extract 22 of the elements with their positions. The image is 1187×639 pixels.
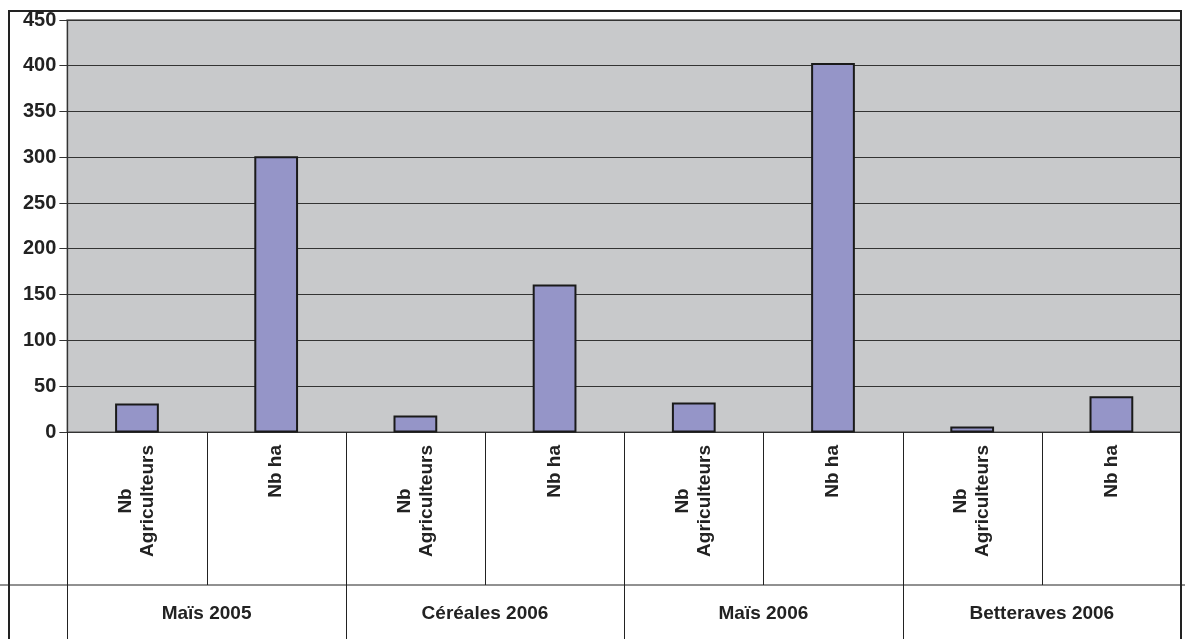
x-tick-label: Nb Agriculteurs <box>114 445 158 557</box>
y-tick-label: 100 <box>22 327 57 350</box>
x-tick-label: Nb Agriculteurs <box>949 445 993 557</box>
x-tick-label: Nb ha <box>821 444 843 498</box>
x-tick-label: Nb ha <box>542 444 564 498</box>
text: Maïs 2006 <box>718 602 809 624</box>
text: Céréales 2006 <box>421 602 549 624</box>
y-tick-label: 0 <box>45 419 57 442</box>
text: Maïs 2005 <box>161 602 252 624</box>
x-tick-label: Nb ha <box>264 444 286 498</box>
y-tick-label: 200 <box>22 236 57 259</box>
y-tick-label: 300 <box>22 144 57 167</box>
y-tick-label: 450 <box>22 7 57 30</box>
text: Betteraves 2006 <box>969 602 1115 624</box>
y-tick-label: 400 <box>22 53 57 76</box>
x-tick-label: Nb ha <box>1099 444 1121 498</box>
y-tick-label: 350 <box>22 99 57 122</box>
x-tick-label: Nb Agriculteurs <box>671 445 715 557</box>
y-tick-label: 250 <box>22 190 57 213</box>
y-tick-label: 150 <box>22 282 57 305</box>
x-tick-label: Nb Agriculteurs <box>392 445 436 557</box>
y-tick-label: 50 <box>34 373 57 396</box>
